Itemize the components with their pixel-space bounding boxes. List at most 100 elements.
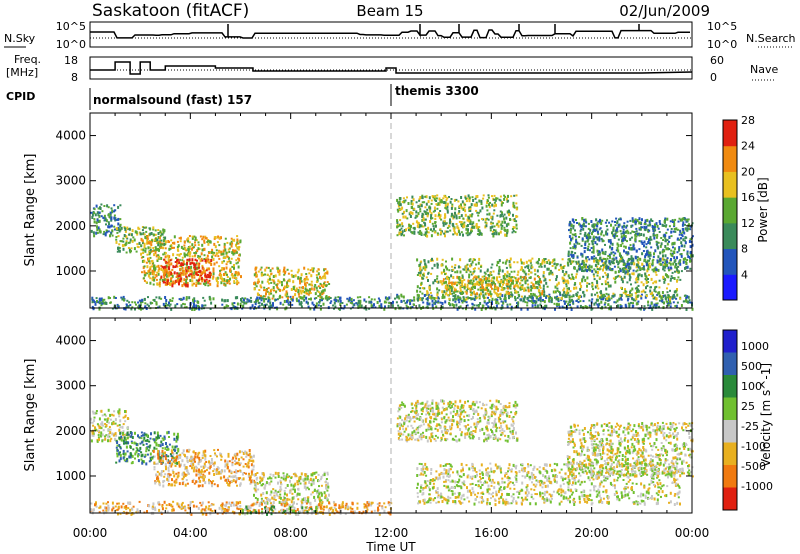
data-cell (514, 291, 517, 294)
data-cell (352, 304, 355, 307)
data-cell (189, 273, 192, 276)
data-cell (645, 286, 647, 290)
data-cell (493, 201, 496, 204)
data-cell (164, 255, 167, 259)
data-cell (142, 226, 145, 229)
data-cell (633, 262, 636, 266)
data-cell (438, 197, 441, 201)
data-cell (504, 273, 506, 277)
data-cell (114, 418, 117, 422)
data-cell (502, 261, 505, 264)
data-cell (224, 237, 227, 240)
data-cell (193, 300, 196, 302)
data-cell (470, 214, 473, 218)
data-cell (472, 279, 475, 283)
data-cell (173, 271, 176, 275)
data-cell (419, 224, 422, 228)
data-cell (512, 218, 515, 221)
data-cell (598, 277, 601, 280)
data-cell (455, 223, 458, 225)
data-cell (207, 240, 210, 243)
data-cell (91, 410, 94, 413)
data-cell (455, 281, 458, 284)
data-cell (524, 266, 527, 269)
data-cell (400, 233, 403, 237)
data-cell (163, 242, 166, 246)
data-cell (156, 258, 159, 261)
data-cell (588, 264, 591, 267)
data-cell (417, 271, 420, 274)
data-cell (620, 232, 623, 235)
data-cell (131, 454, 134, 458)
data-cell (491, 203, 494, 207)
data-cell (588, 282, 591, 285)
data-cell (562, 278, 565, 282)
data-cell (578, 295, 581, 298)
data-cell (571, 260, 574, 264)
data-cell (614, 233, 617, 237)
data-cell (122, 240, 125, 243)
data-cell (499, 210, 502, 213)
data-cell (164, 446, 167, 450)
data-cell (306, 278, 309, 281)
data-cell (210, 251, 213, 254)
data-cell (421, 298, 424, 302)
data-cell (178, 261, 181, 265)
data-cell (231, 276, 234, 279)
data-cell (555, 263, 558, 267)
data-cell (463, 221, 466, 224)
data-cell (475, 203, 478, 207)
data-cell (644, 255, 647, 259)
data-cell (563, 287, 566, 290)
data-cell (148, 269, 151, 273)
data-cell (568, 301, 571, 304)
data-cell (166, 446, 169, 449)
data-cell (522, 300, 525, 303)
data-cell (682, 221, 685, 225)
data-cell (642, 289, 645, 293)
data-cell (461, 301, 464, 304)
data-cell (94, 213, 97, 217)
data-cell (571, 236, 574, 240)
data-cell (309, 290, 311, 293)
data-cell (576, 291, 579, 294)
data-cell (561, 269, 564, 273)
data-cell (527, 264, 530, 267)
data-cell (327, 296, 330, 299)
data-cell (515, 215, 518, 218)
data-cell (110, 216, 113, 219)
data-cell (253, 282, 256, 286)
data-cell (319, 298, 322, 302)
data-cell (666, 296, 669, 299)
data-cell (677, 265, 680, 268)
data-cell (433, 263, 436, 267)
data-cell (624, 245, 627, 249)
data-cell (502, 276, 505, 279)
data-cell (175, 276, 178, 279)
data-cell (618, 275, 621, 278)
data-cell (172, 265, 175, 269)
data-cell (416, 274, 419, 276)
data-cell (147, 257, 149, 261)
data-cell (117, 235, 120, 238)
data-cell (119, 224, 122, 228)
data-cell (671, 254, 674, 258)
data-cell (476, 211, 479, 214)
data-cell (128, 455, 131, 459)
data-cell (624, 292, 627, 295)
data-cell (230, 257, 233, 260)
data-cell (315, 274, 318, 276)
data-cell (106, 204, 109, 208)
data-cell (378, 299, 381, 303)
data-cell (418, 233, 421, 235)
data-cell (131, 442, 134, 444)
data-cell (168, 271, 171, 275)
data-cell (112, 420, 115, 423)
data-cell (510, 293, 513, 297)
data-cell (411, 195, 414, 199)
data-cell (210, 273, 212, 276)
data-cell (125, 240, 128, 243)
data-cell (638, 234, 641, 237)
data-cell (454, 300, 457, 303)
data-cell (176, 432, 179, 436)
